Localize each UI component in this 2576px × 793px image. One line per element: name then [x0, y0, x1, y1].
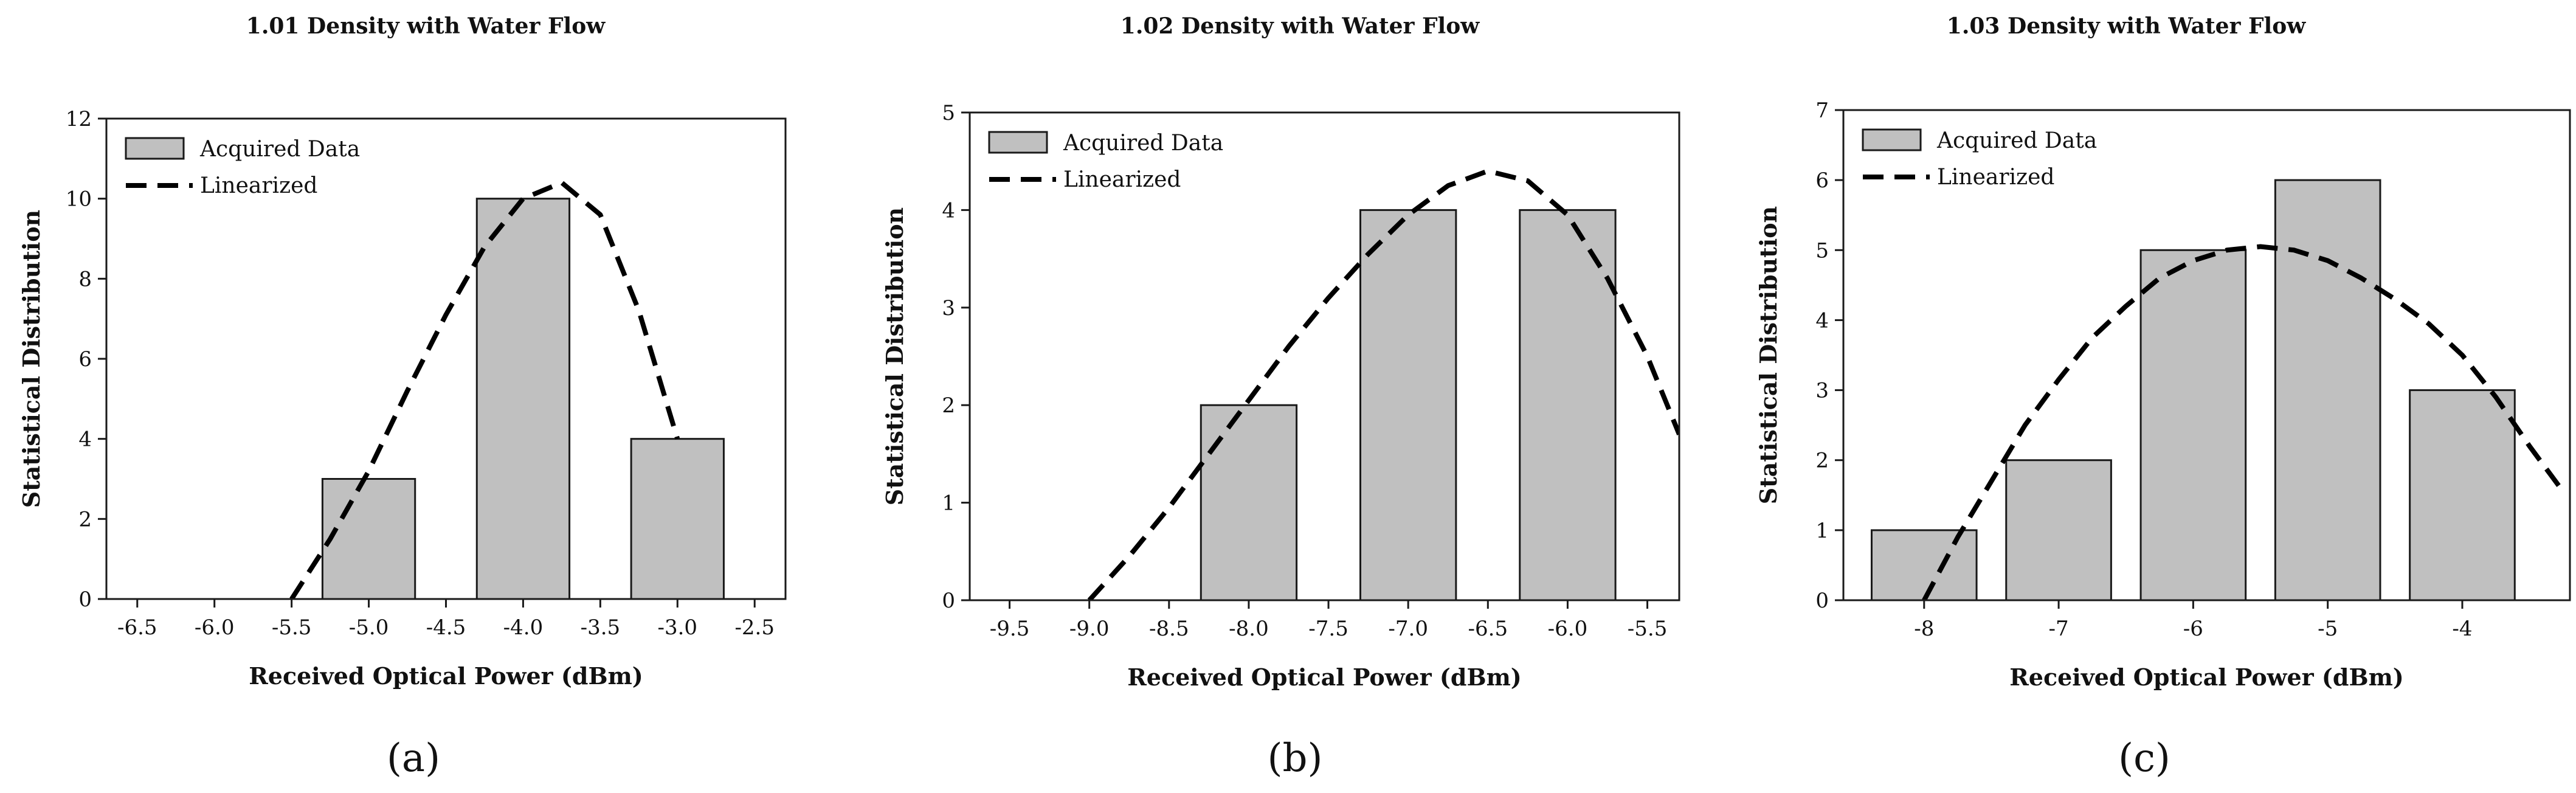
chart-title: 1.02 Density with Water Flow [1121, 13, 1480, 39]
chart-panel-c: 1.03 Density with Water Flow -8 -7 -6 -5 -4 0 1… [1755, 13, 2571, 781]
bar-0 [1870, 529, 1978, 601]
legend-label-acquired: Acquired Data [1936, 128, 2097, 153]
chart-panel-b: 1.02 Density with Water Flow -9.5 -9.0 -8.5… [881, 13, 1680, 781]
y-tick-label: 0 [78, 587, 92, 612]
bar-2 [2139, 249, 2247, 601]
y-tick-label: 7 [1815, 99, 1829, 123]
legend-label-linearized: Linearized [200, 173, 317, 198]
plot-frame [969, 111, 1680, 601]
y-tick-label: 5 [942, 101, 955, 125]
bar-0 [321, 478, 416, 600]
y-tick-label: 5 [1815, 238, 1829, 263]
y-tick-label: 0 [942, 589, 955, 613]
x-tick-label: -8.5 [1149, 617, 1189, 641]
chart-title: 1.01 Density with Water Flow [246, 13, 606, 39]
y-tick-label: 12 [66, 107, 92, 131]
y-tick-label: 1 [942, 491, 955, 516]
y-tick-label: 2 [78, 507, 92, 532]
y-tick-label: 4 [1815, 308, 1829, 333]
y-tick-label: 3 [1815, 379, 1829, 403]
legend-swatch-bars [1862, 128, 1922, 151]
bar-1 [2005, 459, 2112, 601]
bar-1 [475, 198, 571, 600]
x-tick-label: -7.0 [1388, 617, 1428, 641]
x-tick-label: -7.5 [1308, 617, 1348, 641]
chart-title: 1.03 Density with Water Flow [1947, 13, 2306, 39]
y-axis-title: Statistical Distribution [1755, 206, 1782, 504]
panel-caption: (c) [2118, 736, 2170, 781]
x-axis-title: Received Optical Power (dBm) [1127, 663, 1522, 691]
x-tick-label: -2.5 [734, 615, 775, 640]
x-tick-label: -8 [1914, 617, 1934, 641]
x-tick-label: -5.0 [349, 615, 389, 640]
x-tick-label: -3.0 [658, 615, 698, 640]
x-axis-title: Received Optical Power (dBm) [2009, 663, 2404, 691]
bar-2 [630, 438, 725, 600]
x-tick-label: -6.0 [1548, 617, 1588, 641]
bar-3 [2274, 179, 2381, 601]
x-tick-label: -9.0 [1069, 617, 1110, 641]
legend-label-acquired: Acquired Data [1063, 131, 1223, 156]
x-tick-label: -8.0 [1229, 617, 1269, 641]
x-tick-label: -9.5 [990, 617, 1030, 641]
legend-swatch-bars [988, 131, 1048, 154]
y-tick-label: 6 [1815, 168, 1829, 193]
legend-label-linearized: Linearized [1937, 165, 2054, 190]
panel-caption: (b) [1268, 736, 1323, 781]
x-tick-label: -6.5 [117, 615, 157, 640]
x-tick-label: -5 [2318, 617, 2338, 641]
y-axis-title: Statistical Distribution [18, 210, 45, 508]
plot-frame [1842, 109, 2571, 601]
y-tick-label: 4 [942, 198, 955, 223]
x-tick-label: -3.5 [581, 615, 621, 640]
bar-4 [2409, 389, 2516, 601]
x-tick-label: -4.0 [503, 615, 544, 640]
panel-caption: (a) [387, 736, 440, 781]
x-tick-label: -6 [2183, 617, 2203, 641]
y-tick-label: 2 [942, 393, 955, 418]
y-tick-label: 8 [78, 267, 92, 291]
y-tick-label: 2 [1815, 449, 1829, 473]
x-tick-label: -5.5 [272, 615, 312, 640]
bar-0 [1200, 404, 1298, 601]
fit-curve-line [1922, 244, 2566, 600]
x-tick-label: -6.5 [1468, 617, 1508, 641]
y-tick-label: 1 [1815, 519, 1829, 543]
bar-1 [1359, 209, 1457, 601]
x-tick-label: -7 [2049, 617, 2069, 641]
x-axis-title: Received Optical Power (dBm) [249, 662, 643, 690]
y-tick-label: 10 [66, 187, 92, 212]
legend-label-linearized: Linearized [1063, 167, 1181, 192]
x-tick-label: -4 [2452, 617, 2472, 641]
y-tick-label: 4 [78, 428, 92, 452]
legend-label-acquired: Acquired Data [199, 137, 360, 162]
bar-2 [1519, 209, 1617, 601]
y-axis-title: Statistical Distribution [881, 207, 908, 505]
y-tick-label: 0 [1815, 589, 1829, 613]
x-tick-label: -5.5 [1628, 617, 1668, 641]
y-tick-label: 6 [78, 347, 92, 372]
chart-panel-a: 1.01 Density with Water Flow -6.5 -6.0 -5.5… [18, 13, 787, 781]
legend-swatch-bars [125, 137, 185, 160]
x-tick-label: -4.5 [426, 615, 466, 640]
x-tick-label: -6.0 [195, 615, 235, 640]
y-tick-label: 3 [942, 296, 955, 320]
